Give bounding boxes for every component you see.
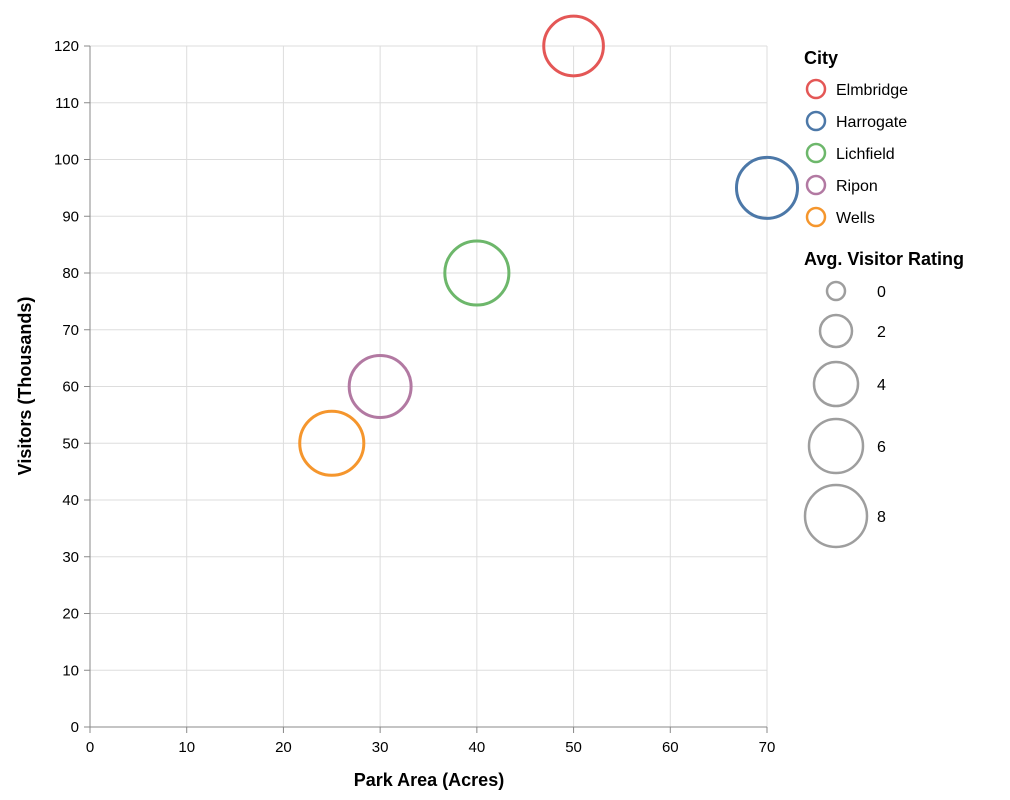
size-legend-label: 0 bbox=[877, 284, 886, 301]
data-point-ripon bbox=[347, 354, 413, 419]
x-tick-label: 10 bbox=[178, 739, 195, 756]
data-points bbox=[298, 14, 800, 477]
size-legend-circle bbox=[818, 313, 854, 349]
legend-swatch-elmbridge bbox=[805, 78, 827, 100]
y-tick-label: 100 bbox=[54, 152, 79, 169]
size-legend-label: 8 bbox=[877, 509, 886, 526]
legend-swatch-harrogate bbox=[805, 110, 827, 132]
legend-label-wells: Wells bbox=[836, 210, 875, 227]
legend-label-harrogate: Harrogate bbox=[836, 114, 907, 131]
grid bbox=[89, 45, 768, 728]
x-tick-label: 20 bbox=[275, 739, 292, 756]
y-tick-label: 70 bbox=[62, 322, 79, 339]
x-tick-label: 60 bbox=[662, 739, 679, 756]
y-tick-label: 90 bbox=[62, 208, 79, 225]
x-tick-label: 40 bbox=[469, 739, 486, 756]
color-legend-title: City bbox=[804, 48, 838, 68]
y-tick-label: 120 bbox=[54, 38, 79, 55]
data-point-elmbridge bbox=[542, 14, 605, 78]
size-legend-circle bbox=[825, 280, 847, 302]
y-tick-label: 0 bbox=[71, 719, 79, 736]
x-tick-label: 50 bbox=[565, 739, 582, 756]
data-point-harrogate bbox=[734, 155, 800, 220]
size-legend-items: 0 2 4 6 8 bbox=[803, 280, 886, 549]
y-tick-label: 50 bbox=[62, 435, 79, 452]
size-legend-circle bbox=[803, 483, 869, 549]
size-legend-circle bbox=[807, 417, 865, 475]
legend-swatch-wells bbox=[805, 206, 827, 228]
y-tick-label: 60 bbox=[62, 379, 79, 396]
x-tick-label: 30 bbox=[372, 739, 389, 756]
size-legend-title: Avg. Visitor Rating bbox=[804, 249, 964, 269]
axes: 0 10 20 30 40 50 60 70 0 10 20 30 40 50 60 70 80 90 100 110… bbox=[54, 38, 775, 756]
size-legend-label: 6 bbox=[877, 439, 886, 456]
x-tick-label: 70 bbox=[759, 739, 776, 756]
x-axis-title: Park Area (Acres) bbox=[354, 770, 504, 790]
y-tick-label: 110 bbox=[55, 95, 79, 112]
legend-swatch-ripon bbox=[805, 174, 827, 196]
data-point-wells bbox=[298, 409, 366, 477]
legend-swatch-lichfield bbox=[805, 142, 827, 164]
legend-label-ripon: Ripon bbox=[836, 178, 878, 195]
y-tick-label: 40 bbox=[62, 492, 79, 509]
y-tick-label: 30 bbox=[62, 549, 79, 566]
color-legend-items: Elmbridge Harrogate Lichfield Ripon Wells bbox=[805, 78, 908, 228]
y-tick-label: 80 bbox=[62, 265, 79, 282]
legend-label-lichfield: Lichfield bbox=[836, 146, 895, 163]
y-tick-label: 10 bbox=[62, 662, 79, 679]
y-tick-label: 20 bbox=[62, 606, 79, 623]
legend-label-elmbridge: Elmbridge bbox=[836, 82, 908, 99]
size-legend-label: 4 bbox=[877, 377, 886, 394]
y-axis-title: Visitors (Thousands) bbox=[15, 297, 35, 476]
size-legend-circle bbox=[812, 360, 860, 408]
legend: City Elmbridge Harrogate Lichfield Ripon Wel… bbox=[803, 48, 964, 549]
size-legend-label: 2 bbox=[877, 324, 886, 341]
data-point-lichfield bbox=[443, 239, 511, 307]
x-tick-label: 0 bbox=[86, 739, 94, 756]
